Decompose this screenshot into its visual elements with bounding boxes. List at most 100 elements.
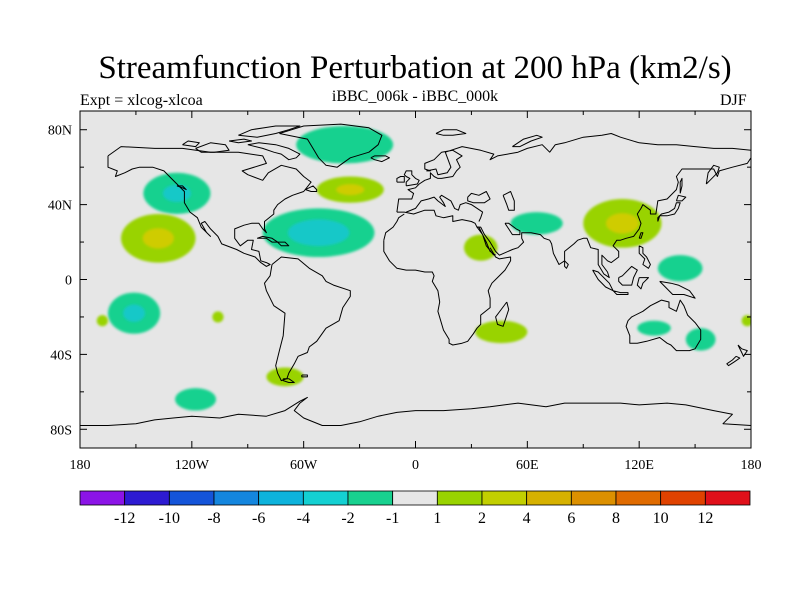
colorbar-label: 10 [653, 510, 669, 527]
lon-tick-label: 180 [741, 458, 762, 473]
java-coast [612, 290, 629, 295]
newfoundland-coast [305, 185, 318, 192]
antarctica-coast [80, 396, 751, 426]
africa-coast [383, 240, 512, 346]
caspian-coast [502, 191, 515, 211]
colorbar-swatch [704, 490, 751, 506]
colorbar-label: -1 [386, 510, 399, 527]
new-guinea-coast [659, 280, 696, 299]
anomaly-core [336, 184, 365, 196]
persian-gulf-coast [504, 222, 521, 236]
colorbar-swatch [213, 490, 260, 506]
africa-northwest-coast [383, 213, 405, 241]
south-america-coast [264, 256, 351, 382]
colorbar-label: -2 [341, 510, 354, 527]
anomaly-field [96, 125, 751, 411]
anomaly-region [296, 125, 394, 164]
lon-tick-label: 60W [290, 458, 318, 473]
ireland-coast [396, 176, 405, 183]
anomaly-region [657, 255, 703, 282]
iceland-coast [370, 155, 390, 163]
victoria-island-coast [195, 142, 230, 153]
lon-tick-label: 60E [516, 458, 539, 473]
lon-tick-label: 120W [175, 458, 210, 473]
colorbar-swatch [436, 490, 483, 506]
arabia-red-sea-coast [476, 226, 496, 256]
great-britain-coast [403, 170, 420, 187]
experiment-label: Expt = xlcog-xlcoa [80, 92, 203, 109]
north-america-coast [107, 146, 312, 267]
anomaly-region [266, 367, 304, 387]
colorbar-label: -8 [207, 510, 220, 527]
colorbar-swatch [481, 490, 528, 506]
difference-label: iBBC_006k - iBBC_000k [331, 88, 499, 105]
colorbar-label: 6 [567, 510, 575, 527]
anomaly-region [637, 320, 671, 336]
tierra-del-fuego-coast [282, 378, 295, 383]
colorbar-label: -6 [252, 510, 265, 527]
colorbar: -12 -10 -8 -6 -4 -2 -1 1 2 4 6 8 10 12 [79, 490, 751, 527]
black-caspian-coast [467, 191, 491, 204]
baffin-coast [247, 142, 301, 161]
colorbar-swatch [79, 490, 126, 506]
colorbar-swatch [258, 490, 304, 506]
lon-tick-label: 120E [624, 458, 654, 473]
colorbar-label: -4 [297, 510, 310, 527]
axis-ticks: 180 120W 60W 0 60E 120E 180 80N 40N 0 40S 80S [48, 111, 762, 473]
kamchatka-coast [705, 164, 720, 185]
anomaly-region [463, 234, 498, 261]
anomaly-region [475, 320, 528, 344]
hispaniola-coast [277, 241, 290, 247]
figure-title: Streamfunction Perturbation at 200 hPa (… [98, 50, 732, 86]
anomaly-core [605, 213, 639, 234]
new-zealand-south-coast [726, 355, 741, 367]
anomaly-region [741, 315, 751, 327]
colorbar-swatch [302, 490, 349, 506]
colorbar-swatch [660, 490, 706, 506]
philippines-coast [638, 245, 651, 269]
australia-coast [625, 299, 702, 352]
mediterranean-north-coast [406, 194, 484, 222]
colorbar-label: -10 [159, 510, 180, 527]
colorbar-swatch [392, 490, 438, 506]
colorbar-label: 12 [697, 510, 713, 527]
lon-tick-label: 180 [70, 458, 91, 473]
svalbard-coast [435, 129, 467, 136]
vancouver-coast [176, 185, 187, 191]
eurasia-africa-coast [396, 133, 751, 213]
lat-tick-label: 40N [48, 199, 72, 214]
colorbar-swatch [615, 490, 662, 506]
falkland-coast [301, 374, 308, 378]
borneo-coast [618, 265, 638, 286]
colorbar-swatch [124, 490, 170, 506]
anomaly-core [142, 228, 174, 249]
anomaly-core [162, 184, 192, 203]
lat-tick-label: 80S [50, 423, 72, 438]
coastlines [80, 123, 751, 426]
lat-tick-label: 0 [65, 274, 72, 289]
new-zealand-north-coast [737, 344, 748, 357]
taiwan-coast [638, 232, 644, 239]
anomaly-region [175, 388, 217, 411]
colorbar-swatch [347, 490, 394, 506]
lat-tick-label: 40S [50, 348, 72, 363]
sulawesi-coast [636, 277, 649, 290]
japan-coast [657, 202, 681, 222]
anomaly-core [123, 304, 146, 322]
anomaly-region [212, 311, 224, 323]
ellesmere-coast [238, 125, 301, 138]
colorbar-label: 8 [612, 510, 620, 527]
colorbar-label: 4 [523, 510, 531, 527]
colorbar-label: 2 [478, 510, 486, 527]
lon-tick-label: 0 [412, 458, 419, 473]
lat-tick-label: 80N [48, 124, 72, 139]
anomaly-region [510, 212, 563, 235]
greenland-coast [279, 123, 383, 168]
sakhalin-coast [679, 177, 683, 194]
colorbar-label: 1 [433, 510, 441, 527]
banks-island-coast [182, 140, 200, 148]
sri-lanka-coast [564, 260, 569, 269]
anomaly-region [96, 315, 108, 327]
madagascar-coast [495, 301, 510, 327]
